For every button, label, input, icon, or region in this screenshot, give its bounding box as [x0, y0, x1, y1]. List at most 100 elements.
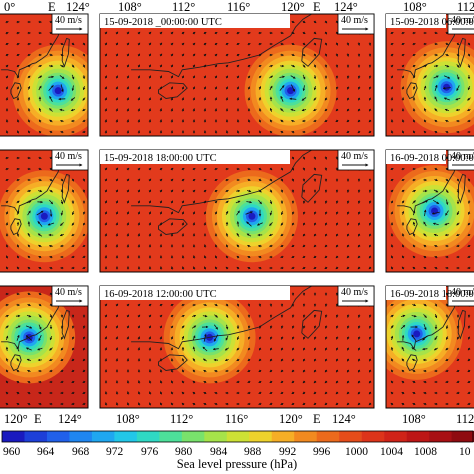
wind-vector — [115, 86, 118, 90]
wind-vector — [5, 64, 9, 68]
timestamp-r2c2: 15-09-2018 18:00:00 UTC — [104, 153, 217, 164]
wind-vector — [358, 86, 361, 90]
wind-vector — [137, 108, 141, 112]
wind-vector — [137, 97, 140, 101]
hainan-coastline — [10, 82, 22, 100]
wind-vector — [313, 64, 316, 68]
wind-vector — [26, 358, 32, 362]
wind-vector — [137, 222, 141, 226]
pressure-contour — [413, 330, 421, 338]
wind-vector — [302, 347, 306, 351]
wind-vector — [431, 211, 440, 215]
wind-vector — [433, 233, 439, 237]
wind-vector — [236, 130, 240, 134]
wind-vector — [49, 199, 53, 205]
bottom-tick-r3c2-4: 120° — [279, 412, 303, 426]
wind-vector — [49, 108, 53, 112]
wind-vector — [5, 53, 9, 57]
wind-vector — [324, 108, 328, 112]
wind-vector — [324, 64, 328, 68]
cb-label-996: 996 — [313, 446, 331, 458]
wind-vector — [27, 392, 31, 395]
wind-vector — [181, 266, 185, 270]
wind-vector — [71, 255, 75, 259]
wind-vector — [368, 119, 372, 123]
wind-vector — [27, 210, 31, 216]
wind-vector — [258, 189, 262, 193]
wind-vector — [401, 43, 405, 46]
wind-vector — [224, 347, 230, 351]
wind-vector — [71, 244, 75, 247]
wind-vector — [258, 255, 262, 259]
wind-vector — [159, 108, 163, 112]
wind-vector — [302, 244, 306, 248]
wind-vector — [82, 391, 86, 394]
wind-vector — [357, 108, 361, 112]
wind-vector — [443, 97, 450, 101]
top-tick-mid-4: 120° — [281, 0, 305, 14]
hainan-coastline — [158, 354, 188, 371]
wind-vector — [445, 210, 449, 216]
wind-vector — [49, 347, 53, 351]
wind-vector — [225, 53, 229, 57]
wind-scale-legend: 40 m/s — [51, 13, 89, 35]
wind-vector — [368, 266, 372, 270]
wind-vector — [246, 221, 252, 227]
wind-vector — [104, 222, 107, 226]
wind-vector — [445, 120, 449, 123]
wind-vector — [104, 86, 107, 90]
wind-vector — [170, 211, 173, 215]
wind-vector — [60, 178, 64, 182]
panel-frame — [0, 285, 89, 409]
wind-vector — [335, 97, 339, 101]
wind-vector — [27, 86, 31, 90]
wind-vector — [25, 347, 32, 351]
wind-vector — [269, 75, 274, 79]
wind-vector — [280, 95, 284, 102]
wind-vector — [126, 325, 130, 329]
wind-vector — [401, 75, 405, 79]
wind-vector — [137, 391, 141, 395]
wind-vector — [467, 255, 471, 259]
wind-vector — [258, 54, 262, 57]
wind-vector — [104, 167, 108, 171]
wind-vector — [368, 255, 372, 259]
wind-vector — [202, 358, 207, 362]
wind-vector — [5, 130, 9, 134]
wind-vector — [423, 53, 427, 57]
wind-vector — [280, 167, 284, 171]
wind-vector — [302, 369, 306, 373]
wind-vector — [203, 211, 206, 215]
wind-vector — [137, 325, 141, 329]
wind-vector — [59, 119, 64, 123]
wind-vector — [38, 244, 42, 248]
wind-vector — [192, 42, 196, 46]
wind-vector — [313, 85, 317, 91]
wind-vector — [38, 119, 42, 123]
wind-vector — [324, 200, 328, 204]
bottom-tick-r3c3-1: 108° — [402, 412, 426, 426]
wind-vector — [247, 75, 251, 79]
wind-vector — [38, 64, 43, 68]
wind-vector — [104, 108, 108, 112]
colorbar-swatch — [429, 431, 452, 442]
wind-vector — [104, 233, 108, 237]
wind-vector — [6, 255, 9, 259]
wind-vector — [280, 189, 284, 193]
wind-vector — [203, 403, 207, 406]
colorbar-swatch — [114, 431, 138, 442]
wind-vector — [148, 97, 151, 101]
wind-vector — [181, 178, 185, 182]
colorbar-swatch — [294, 431, 317, 442]
top-tick-mid-1: 108° — [118, 0, 142, 14]
wind-vector — [16, 402, 20, 406]
wind-vector — [258, 75, 262, 79]
wind-vector — [159, 42, 163, 46]
wind-vector — [225, 255, 229, 259]
wind-vector — [38, 167, 42, 171]
wind-vector — [214, 244, 218, 248]
wind-vector — [225, 210, 229, 215]
wind-vector — [247, 391, 251, 395]
colorbar-swatch — [46, 431, 70, 442]
wind-vector — [5, 86, 8, 90]
